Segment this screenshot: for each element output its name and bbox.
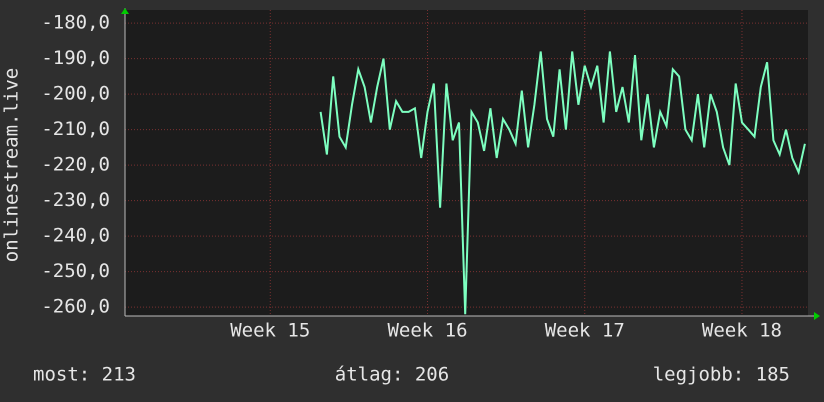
x-tick-label: Week 16	[387, 320, 467, 342]
y-tick-label: -250,0	[41, 260, 110, 282]
x-tick-label: Week 15	[230, 320, 310, 342]
y-tick-label: -260,0	[41, 296, 110, 318]
data-line	[319, 51, 806, 315]
y-tick-label: -230,0	[41, 189, 110, 211]
footer-average: átlag: 206	[335, 364, 449, 386]
x-tick-label: Week 18	[702, 320, 782, 342]
footer-current: most: 213	[33, 364, 136, 386]
x-arrow	[814, 312, 820, 320]
y-tick-label: -240,0	[41, 225, 110, 247]
y-tick-label: -200,0	[41, 83, 110, 105]
y-tick-label: -180,0	[41, 12, 110, 34]
y-tick-label: -210,0	[41, 118, 110, 140]
y-tick-label: -190,0	[41, 47, 110, 69]
footer-best: legjobb: 185	[653, 364, 790, 386]
y-tick-label: -220,0	[41, 154, 110, 176]
y-axis-label: onlinestream.live	[1, 68, 23, 262]
x-tick-label: Week 17	[545, 320, 625, 342]
y-arrow	[121, 8, 129, 14]
